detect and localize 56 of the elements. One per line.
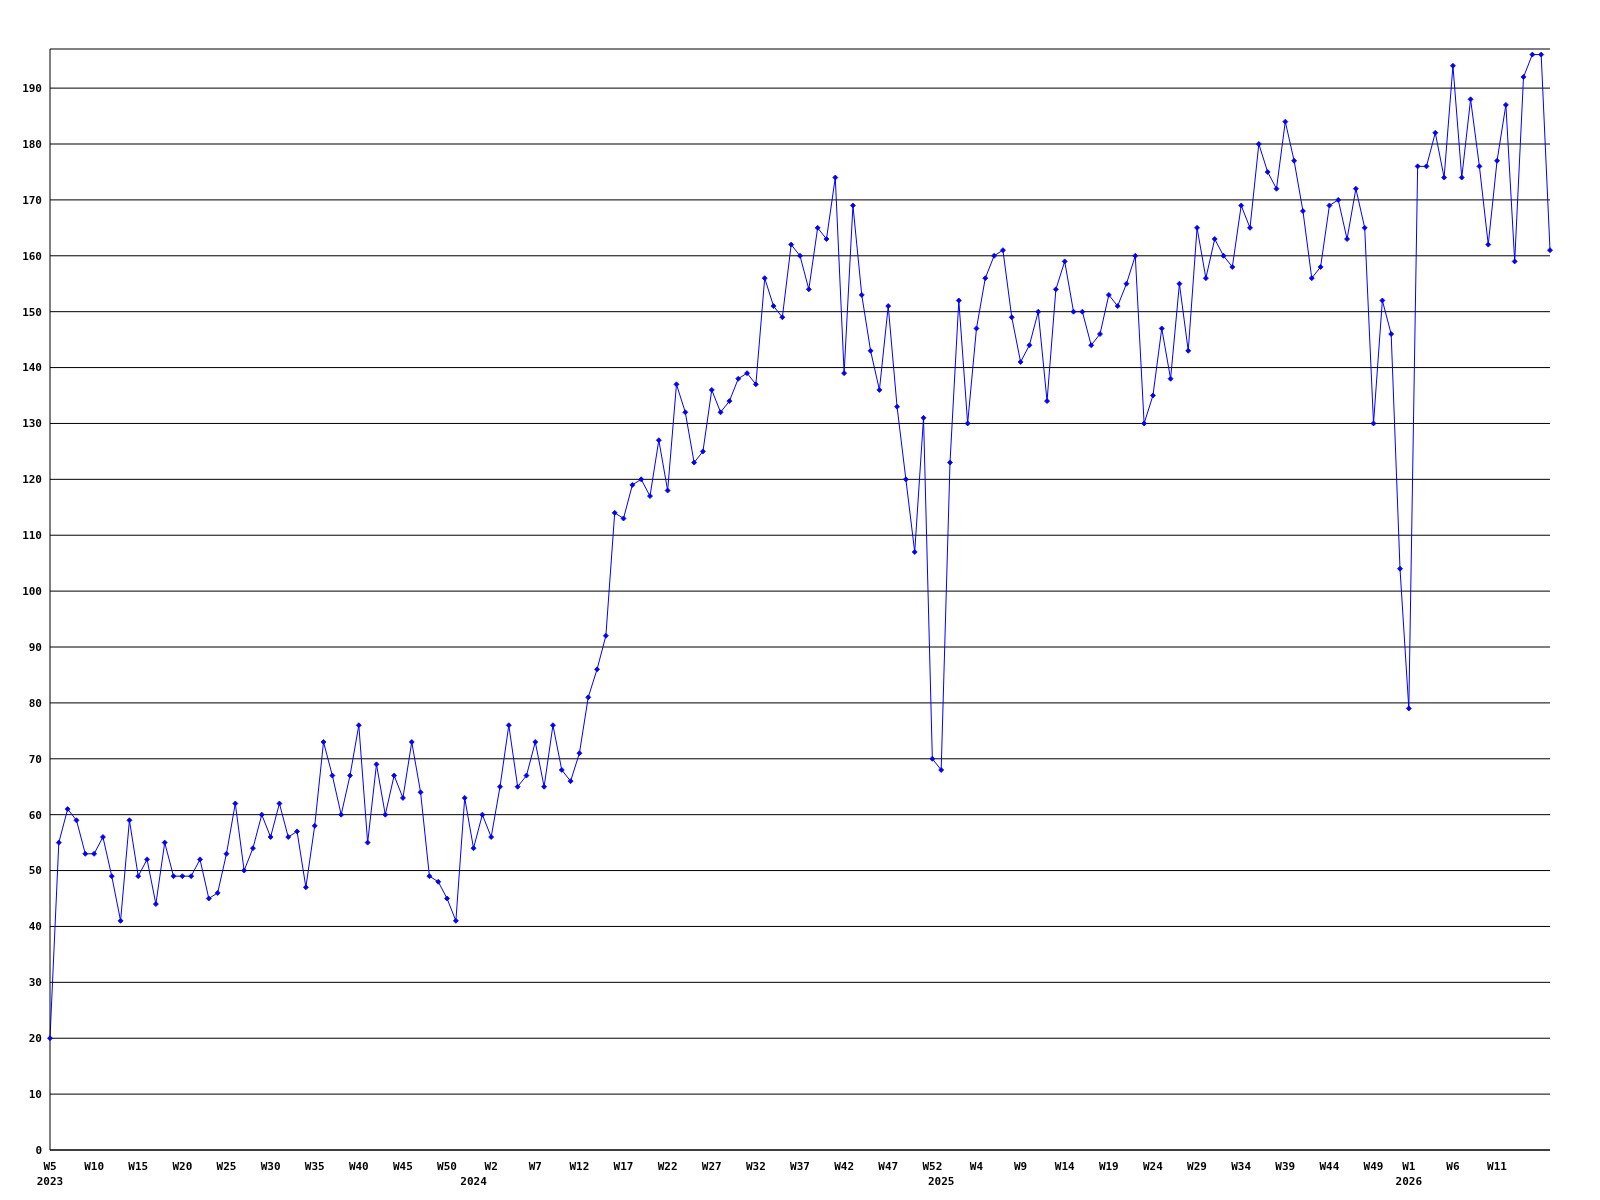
x-tick-label: W52	[922, 1160, 943, 1173]
y-tick-label: 150	[22, 305, 42, 319]
x-tick-label: W27	[701, 1160, 722, 1173]
x-tick-label: W9	[1013, 1160, 1028, 1173]
y-tick-label: 100	[22, 585, 42, 599]
x-tick-label: W12	[569, 1160, 590, 1173]
x-tick-label: W15	[128, 1160, 149, 1173]
x-tick-label: W14	[1054, 1160, 1076, 1173]
x-tick-label: W4	[969, 1160, 984, 1173]
x-tick-label: W19	[1098, 1160, 1119, 1173]
y-tick-label: 0	[35, 1143, 42, 1157]
x-tick-label: W10	[84, 1160, 105, 1173]
x-tick-label: W39	[1275, 1160, 1296, 1173]
x-tick-label: W34	[1231, 1160, 1252, 1173]
x-tick-label: W11	[1487, 1160, 1508, 1173]
y-tick-label: 180	[22, 137, 42, 151]
y-tick-label: 30	[28, 976, 42, 990]
x-tick-label: W25	[216, 1160, 237, 1173]
x-tick-label: W17	[613, 1160, 634, 1173]
y-tick-label: 70	[28, 752, 42, 766]
x-tick-label: W22	[657, 1160, 678, 1173]
x-tick-label: 2025	[927, 1175, 955, 1188]
x-tick-label: W5 2023	[36, 1160, 64, 1188]
x-tick-label: W50	[437, 1160, 457, 1173]
x-tick-label: W29	[1187, 1160, 1207, 1173]
x-tick-label: W32	[745, 1160, 766, 1173]
x-tick-label: W42	[834, 1160, 855, 1173]
x-tick-label: W40	[348, 1160, 369, 1173]
x-tick-label: W24	[1143, 1160, 1164, 1173]
x-tick-label: W49	[1363, 1160, 1384, 1173]
y-tick-label: 80	[28, 696, 42, 710]
y-tick-label: 130	[22, 417, 42, 431]
y-tick-label: 170	[22, 193, 42, 207]
x-tick-label: W6	[1446, 1160, 1460, 1173]
y-tick-label: 190	[22, 82, 42, 96]
y-tick-label: 10	[28, 1088, 42, 1102]
x-tick-label: W45	[393, 1160, 413, 1173]
y-tick-label: 20	[28, 1032, 42, 1046]
y-tick-label: 40	[28, 920, 42, 934]
y-tick-label: 50	[28, 864, 42, 878]
x-tick-label: W35	[304, 1160, 325, 1173]
x-tick-label: W20	[172, 1160, 193, 1173]
y-tick-label: 120	[22, 473, 42, 487]
y-tick-label: 110	[22, 529, 42, 543]
x-tick-label: W44	[1319, 1160, 1340, 1173]
y-tick-label: 60	[28, 808, 42, 822]
y-tick-label: 90	[28, 640, 42, 654]
x-tick-label: W7	[528, 1160, 542, 1173]
x-tick-label: W37	[790, 1160, 810, 1173]
x-tick-label: W47	[878, 1160, 899, 1173]
x-tick-label: W1 2026	[1395, 1160, 1423, 1188]
x-tick-label: 2024	[460, 1175, 488, 1188]
x-tick-label: W30	[260, 1160, 281, 1173]
y-tick-label: 140	[22, 361, 42, 375]
x-tick-label: W2	[484, 1160, 498, 1173]
y-tick-label: 160	[22, 249, 42, 263]
